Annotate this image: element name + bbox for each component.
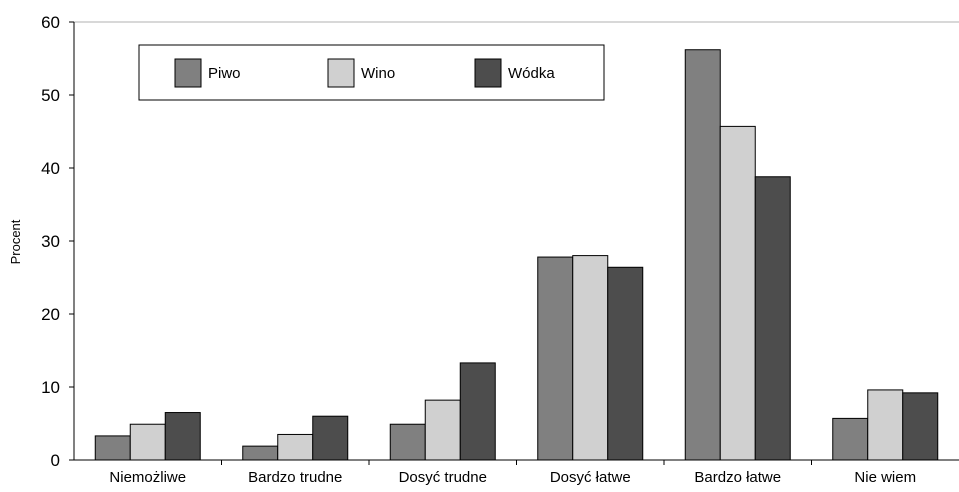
bar-wino-0 xyxy=(129,423,166,461)
bar-w-dka-3 xyxy=(607,266,644,461)
y-tick-label: 60 xyxy=(41,13,60,32)
bar-wino-1 xyxy=(277,433,314,461)
x-tick-label: Niemożliwe xyxy=(109,469,186,486)
x-tick-label: Dosyć łatwe xyxy=(550,469,631,486)
legend-swatch-0 xyxy=(174,58,202,88)
bar-w-dka-1 xyxy=(312,415,349,461)
bars-group xyxy=(94,49,939,461)
bar-piwo-5 xyxy=(832,417,869,461)
legend-swatch-2 xyxy=(474,58,502,88)
bar-piwo-1 xyxy=(242,445,279,461)
bar-piwo-0 xyxy=(94,435,131,461)
bar-piwo-4 xyxy=(684,49,721,461)
y-tick-label: 20 xyxy=(41,305,60,324)
y-tick-label: 30 xyxy=(41,232,60,251)
x-tick-label: Dosyć trudne xyxy=(399,469,487,486)
legend-swatch-1 xyxy=(327,58,355,88)
x-tick-label: Bardzo łatwe xyxy=(694,469,781,486)
bar-piwo-2 xyxy=(389,423,426,461)
bar-wino-4 xyxy=(719,125,756,461)
y-axis-label: Procent xyxy=(8,219,23,264)
bar-w-dka-5 xyxy=(902,392,939,461)
bar-piwo-3 xyxy=(537,256,574,461)
legend: Piwo Wino Wódka xyxy=(138,44,605,101)
x-tick-label: Nie wiem xyxy=(854,469,916,486)
legend-label-2: Wódka xyxy=(508,65,555,82)
legend-label-1: Wino xyxy=(361,65,395,82)
axes-group: 0 10 20 30 40 50 60 Niemożliwe Bardzo trudne Dosy… xyxy=(41,13,959,486)
legend-box xyxy=(138,44,605,101)
legend-label-0: Piwo xyxy=(208,65,241,82)
y-tick-label: 50 xyxy=(41,86,60,105)
bar-w-dka-0 xyxy=(164,412,201,461)
bar-wino-5 xyxy=(867,389,904,461)
x-tick-label: Bardzo trudne xyxy=(248,469,342,486)
y-tick-label: 0 xyxy=(51,451,60,470)
y-tick-label: 40 xyxy=(41,159,60,178)
y-tick-label: 10 xyxy=(41,378,60,397)
bar-wino-2 xyxy=(424,399,461,461)
bar-w-dka-2 xyxy=(459,362,496,461)
bar-wino-3 xyxy=(572,255,609,461)
bar-w-dka-4 xyxy=(754,176,791,461)
